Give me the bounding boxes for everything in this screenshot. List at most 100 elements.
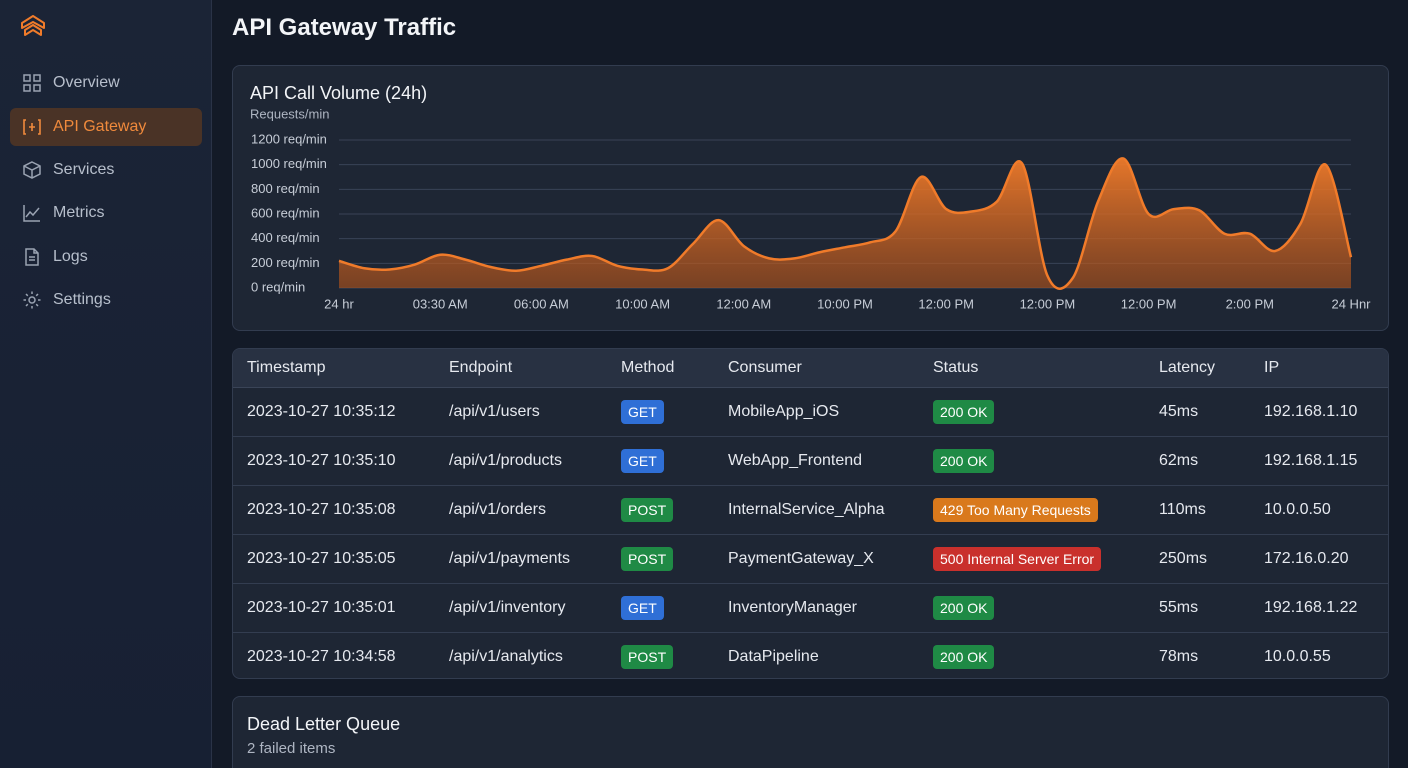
status-badge: 429 Too Many Requests: [933, 498, 1098, 522]
x-tick-label: 24 Hnr: [1331, 296, 1371, 311]
column-header[interactable]: IP: [1264, 349, 1388, 388]
sidebar: Overview API Gateway Services Metrics Lo…: [0, 0, 212, 768]
y-tick-label: 400 req/min: [251, 230, 320, 245]
table-row[interactable]: 2023-10-27 10:35:05/api/v1/payments POST P…: [233, 534, 1388, 584]
cell-method: POST: [621, 534, 728, 584]
cell-endpoint: /api/v1/users: [449, 387, 621, 437]
cell-timestamp: 2023-10-27 10:35:10: [233, 436, 449, 486]
page-title: API Gateway Traffic: [232, 14, 457, 41]
cell-ip: 10.0.0.50: [1264, 485, 1388, 535]
cell-status: 500 Internal Server Error: [933, 534, 1159, 584]
status-badge: 200 OK: [933, 449, 995, 473]
table-row[interactable]: 2023-10-27 10:35:01/api/v1/inventory GET I…: [233, 583, 1388, 633]
status-badge: 200 OK: [933, 400, 995, 424]
cell-consumer: DataPipeline: [728, 648, 819, 665]
method-badge: POST: [621, 547, 674, 571]
table-row[interactable]: 2023-10-27 10:34:58/api/v1/analytics POST…: [233, 633, 1388, 679]
table-row[interactable]: 2023-10-27 10:35:12/api/v1/users GET Mobil…: [233, 387, 1388, 437]
cell-latency: 78ms: [1159, 648, 1199, 665]
table-card: Timestamp Endpoint Method Consumer Status Lat…: [232, 348, 1389, 679]
nav-metrics[interactable]: Metrics: [10, 194, 202, 232]
column-header[interactable]: Status: [933, 349, 1159, 388]
cell-ip: 192.168.1.15: [1264, 436, 1388, 486]
column-header[interactable]: Endpoint: [449, 349, 621, 388]
x-tick-label: 24 hr: [324, 296, 354, 311]
cell-status: 200 OK: [933, 583, 1159, 633]
chart: API Call Volume (24h) Requests/min 0 req…: [250, 83, 1371, 312]
nav-settings[interactable]: Settings: [10, 281, 202, 319]
x-tick-label: 2:00 PM: [1226, 296, 1274, 311]
column-header[interactable]: Timestamp: [233, 349, 449, 388]
cell-endpoint: /api/v1/inventory: [449, 583, 621, 633]
chart-title: API Call Volume (24h): [250, 83, 427, 103]
column-header[interactable]: Latency: [1159, 349, 1264, 388]
method-badge: GET: [621, 400, 664, 424]
cell-endpoint: /api/v1/products: [449, 436, 621, 486]
x-tick-label: 12:00 AM: [716, 296, 771, 311]
nav-api-gateway[interactable]: API Gateway: [10, 108, 202, 146]
cell-timestamp: 2023-10-27 10:35:05: [233, 534, 449, 584]
nav-services[interactable]: Services: [10, 151, 202, 189]
cell-ip: 192.168.1.22: [1264, 583, 1388, 633]
cell-endpoint: /api/v1/payments: [449, 534, 621, 584]
traffic-table: Timestamp Endpoint Method Consumer Status Lat…: [233, 349, 1388, 679]
cell-latency: 62ms: [1159, 436, 1264, 486]
y-tick-label: 200 req/min: [251, 255, 320, 270]
status-badge: 200 OK: [933, 645, 995, 669]
x-tick-label: 10:00 AM: [615, 296, 670, 311]
nav-label: Services: [53, 161, 115, 178]
cell-latency: 110ms: [1159, 485, 1264, 535]
cell-method: GET: [621, 387, 728, 437]
cell-timestamp: 2023-10-27 10:35:01: [233, 583, 449, 633]
x-tick-label: 12:00 PM: [1121, 296, 1177, 311]
cell-consumer: WebApp_Frontend: [728, 436, 933, 486]
nav-logs[interactable]: Logs: [10, 238, 202, 276]
table-row[interactable]: 2023-10-27 10:35:08/api/v1/orders POST Int…: [233, 485, 1388, 535]
dead-letter-title: Dead Letter Queue: [247, 714, 401, 734]
method-badge: POST: [621, 498, 674, 522]
logo: [21, 15, 45, 36]
y-tick-label: 800 req/min: [251, 181, 320, 196]
cell-method: POST: [621, 633, 728, 679]
cell-endpoint: /api/v1/analytics: [449, 648, 563, 665]
nav-overview[interactable]: Overview: [10, 64, 202, 102]
table-body: 2023-10-27 10:35:12/api/v1/users GET Mobil…: [233, 387, 1388, 679]
method-badge: POST: [621, 645, 674, 669]
method-badge: GET: [621, 596, 664, 620]
x-tick-label: 12:00 PM: [918, 296, 974, 311]
header-row: Timestamp Endpoint Method Consumer Status Lat…: [233, 349, 1388, 388]
column-header[interactable]: Consumer: [728, 349, 933, 388]
cell-ip: 192.168.1.10: [1264, 387, 1388, 437]
cell-timestamp: 2023-10-27 10:35:08: [233, 485, 449, 535]
status-badge: 200 OK: [933, 596, 995, 620]
cell-method: POST: [621, 485, 728, 535]
y-tick-label: 1200 req/min: [251, 131, 327, 146]
table-row[interactable]: 2023-10-27 10:35:10/api/v1/products GET We…: [233, 436, 1388, 486]
y-tick-label: 600 req/min: [251, 205, 320, 220]
cell-ip: 172.16.0.20: [1264, 534, 1388, 584]
cell-consumer: InventoryManager: [728, 583, 933, 633]
y-tick-label: 0 req/min: [251, 279, 305, 294]
cell-consumer: InternalService_Alpha: [728, 485, 933, 535]
cell-latency: 55ms: [1159, 583, 1264, 633]
cell-endpoint: /api/v1/orders: [449, 485, 621, 535]
cell-ip: 10.0.0.55: [1264, 648, 1331, 665]
nav-label: Metrics: [53, 204, 105, 221]
x-tick-label: 12:00 PM: [1020, 296, 1076, 311]
method-badge: GET: [621, 449, 664, 473]
cell-latency: 250ms: [1159, 534, 1264, 584]
column-header[interactable]: Method: [621, 349, 728, 388]
cell-status: 200 OK: [933, 387, 1159, 437]
cell-status: 429 Too Many Requests: [933, 485, 1159, 535]
nav-label: Overview: [53, 74, 120, 91]
area-line: [338, 157, 1353, 290]
cell-method: GET: [621, 436, 728, 486]
cell-latency: 45ms: [1159, 387, 1264, 437]
x-tick-label: 10:00 PM: [817, 296, 873, 311]
chart-card: API Call Volume (24h) Requests/min 0 req…: [232, 65, 1389, 331]
cell-timestamp: 2023-10-27 10:35:12: [233, 387, 449, 437]
cell-timestamp: 2023-10-27 10:34:58: [247, 648, 396, 665]
y-tick-label: 1000 req/min: [251, 156, 327, 171]
